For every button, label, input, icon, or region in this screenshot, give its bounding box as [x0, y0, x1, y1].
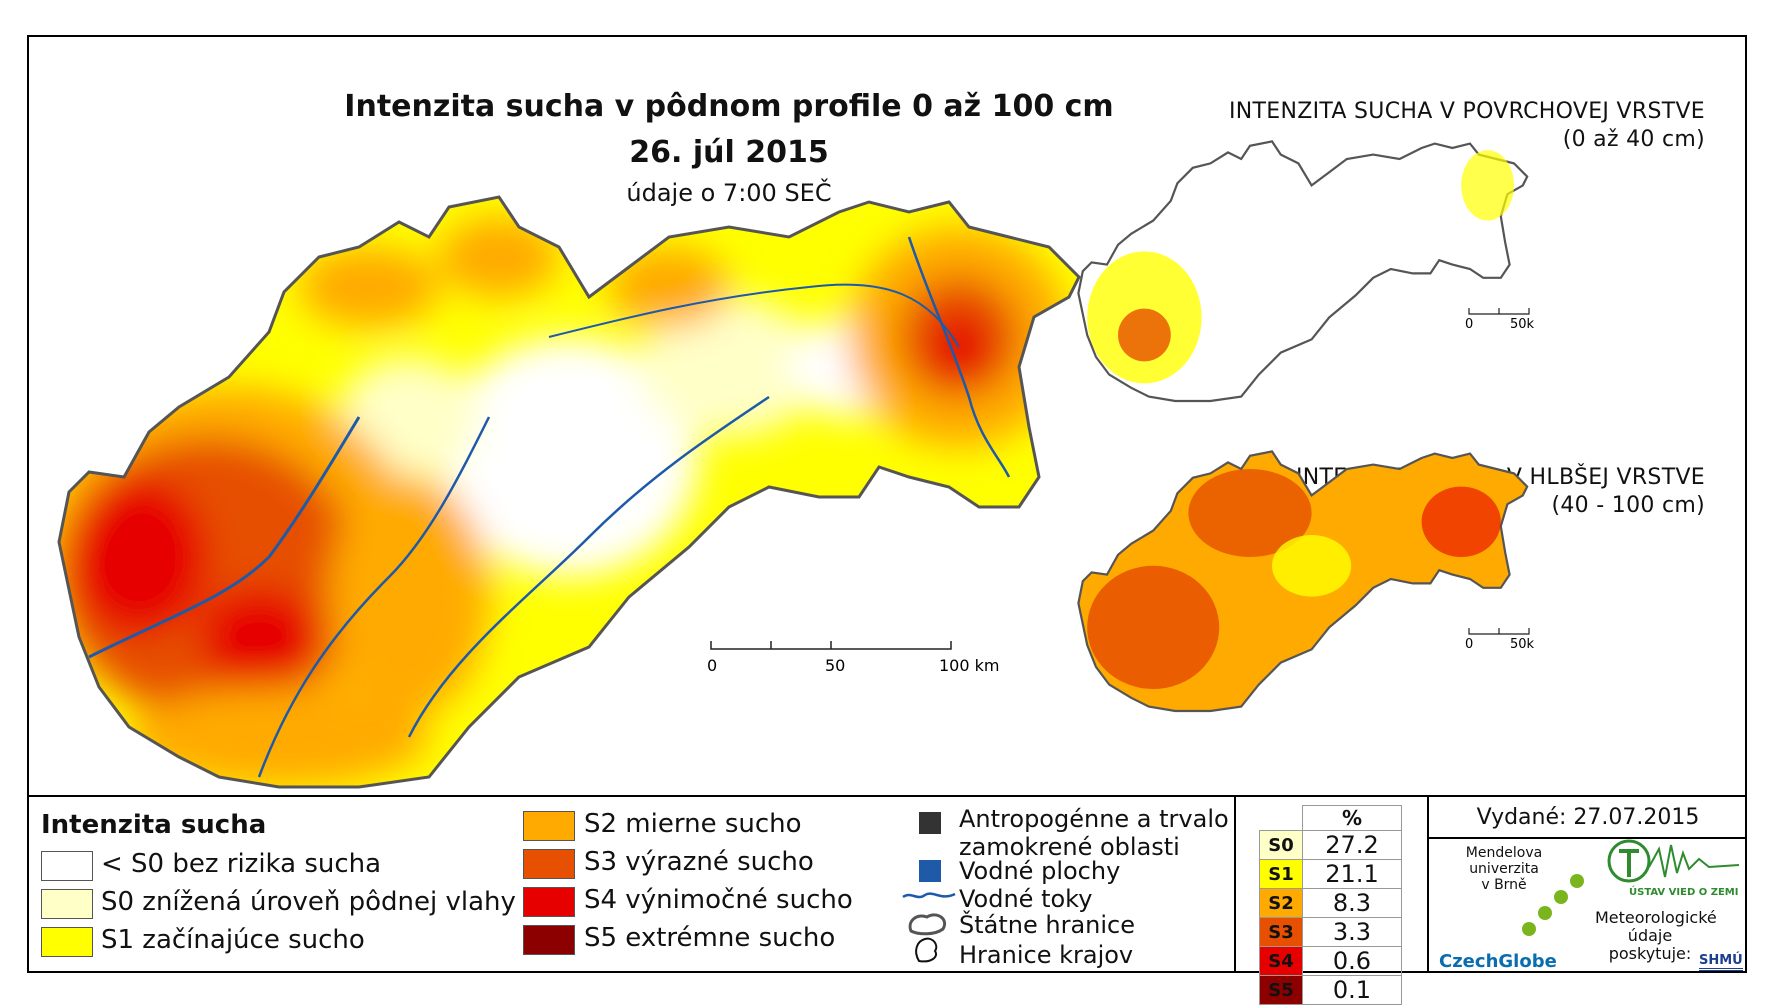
czechglobe-logo: CzechGlobe	[1439, 951, 1557, 972]
mendel-line-2: univerzita	[1469, 861, 1539, 877]
legend-water-bodies: Vodné plochy	[959, 857, 1121, 885]
pct-key-s3: S3	[1259, 917, 1303, 947]
anthro-swatch	[919, 812, 941, 834]
mendel-dots-icon	[1522, 874, 1584, 936]
meteo-line-2: údaje	[1627, 926, 1673, 945]
legend-label-s-none: < S0 bez rizika sucha	[101, 849, 382, 879]
main-map: 0 50 100 km	[57, 195, 1081, 789]
legend-state-border: Štátne hranice	[959, 911, 1135, 939]
legend-swatch-s2	[523, 811, 575, 841]
pct-key-s4: S4	[1259, 946, 1303, 976]
legend-title: Intenzita sucha	[41, 810, 267, 840]
map-note: údaje o 7:00 SEČ	[626, 179, 832, 207]
meteo-line-1: Meteorologické	[1595, 908, 1717, 927]
scale-label-100: 100 km	[939, 656, 999, 675]
uvz-logo-text: ÚSTAV VIED O ZEMI	[1629, 887, 1739, 898]
legend-label-s0: S0 znížená úroveň pôdnej vlahy	[101, 887, 516, 917]
legend-swatch-s0	[41, 889, 93, 919]
meteo-line-3: poskytuje:	[1608, 944, 1692, 963]
scale-label-50: 50	[825, 656, 845, 675]
legend-region-border: Hranice krajov	[959, 941, 1134, 969]
pct-value-s3: 3.3	[1302, 917, 1402, 947]
pct-key-s2: S2	[1259, 888, 1303, 918]
legend-swatch-s4	[523, 887, 575, 917]
issued-divider	[1427, 837, 1747, 839]
inset-deep-subtitle: (40 - 100 cm)	[1551, 493, 1705, 518]
mendel-line-3: v Brně	[1481, 877, 1527, 893]
map-title: Intenzita sucha v pôdnom profile 0 až 10…	[344, 89, 1114, 124]
inset-surface-subtitle: (0 až 40 cm)	[1562, 127, 1705, 152]
legend-label-s2: S2 mierne sucho	[584, 809, 802, 839]
legend-divider	[29, 795, 1745, 797]
main-scale-bar: 0 50 100 km	[707, 641, 999, 675]
map-date: 26. júl 2015	[629, 135, 829, 170]
rivers-symbol	[902, 892, 956, 899]
region-border-symbol	[915, 937, 938, 963]
uvz-logo-icon	[1607, 839, 1740, 883]
state-border-symbol	[908, 913, 946, 936]
legend-rivers: Vodné toky	[959, 885, 1093, 913]
inset-deep-scale-0: 0	[1465, 637, 1473, 652]
pct-key-s5: S5	[1259, 975, 1303, 1005]
legend-swatch-s3	[523, 849, 575, 879]
scale-label-0: 0	[707, 656, 717, 675]
legend-swatch-s-none	[41, 851, 93, 881]
legend-anthro-2: zamokrené oblasti	[959, 833, 1180, 861]
percent-header: %	[1302, 805, 1402, 831]
percent-table: % S0 27.2 S1 21.1 S2 8.3 S3 3.3 S4 0.6 S5 0.1	[1259, 805, 1402, 1005]
mendel-logo-text: Mendelova univerzita v Brně	[1449, 845, 1559, 893]
pct-key-s0: S0	[1259, 830, 1303, 860]
inset-surface-map: 0 50km	[1077, 140, 1534, 403]
legend-label-s3: S3 výrazné sucho	[584, 847, 814, 877]
pct-key-s1: S1	[1259, 859, 1303, 889]
water-bodies-swatch	[919, 860, 941, 882]
legend-label-s4: S4 výnimočné sucho	[584, 885, 853, 915]
legend-swatch-s1	[41, 927, 93, 957]
inset-surface-scale-0: 0	[1465, 317, 1473, 332]
pct-value-s5: 0.1	[1302, 975, 1402, 1005]
pct-value-s4: 0.6	[1302, 946, 1402, 976]
pct-value-s2: 8.3	[1302, 888, 1402, 918]
mendel-line-1: Mendelova	[1465, 845, 1543, 861]
state-border	[57, 195, 1081, 789]
inset-deep-scale-50: 50km	[1510, 637, 1534, 652]
shmu-logo: SHMÚ	[1699, 953, 1743, 971]
pct-value-s1: 21.1	[1302, 859, 1402, 889]
legend-label-s5: S5 extrémne sucho	[584, 923, 836, 953]
legend-swatch-s5	[523, 925, 575, 955]
pct-value-s0: 27.2	[1302, 830, 1402, 860]
inset-surface-title: INTENZITA SUCHA V POVRCHOVEJ VRSTVE	[1228, 99, 1705, 124]
map-frame: Intenzita sucha v pôdnom profile 0 až 10…	[27, 35, 1747, 1005]
inset-surface-scale-50: 50km	[1510, 317, 1534, 332]
meteo-text: Meteorologické údaje poskytuje:	[1595, 908, 1717, 963]
legend-separator-2	[1427, 795, 1429, 971]
inset-deep-map: 0 50km	[1077, 450, 1534, 713]
issued-date: Vydané: 27.07.2015	[1476, 805, 1700, 830]
legend-anthro-1: Antropogénne a trvalo	[959, 805, 1229, 833]
legend-separator-1	[1234, 795, 1236, 971]
legend-label-s1: S1 začínajúce sucho	[101, 925, 365, 955]
